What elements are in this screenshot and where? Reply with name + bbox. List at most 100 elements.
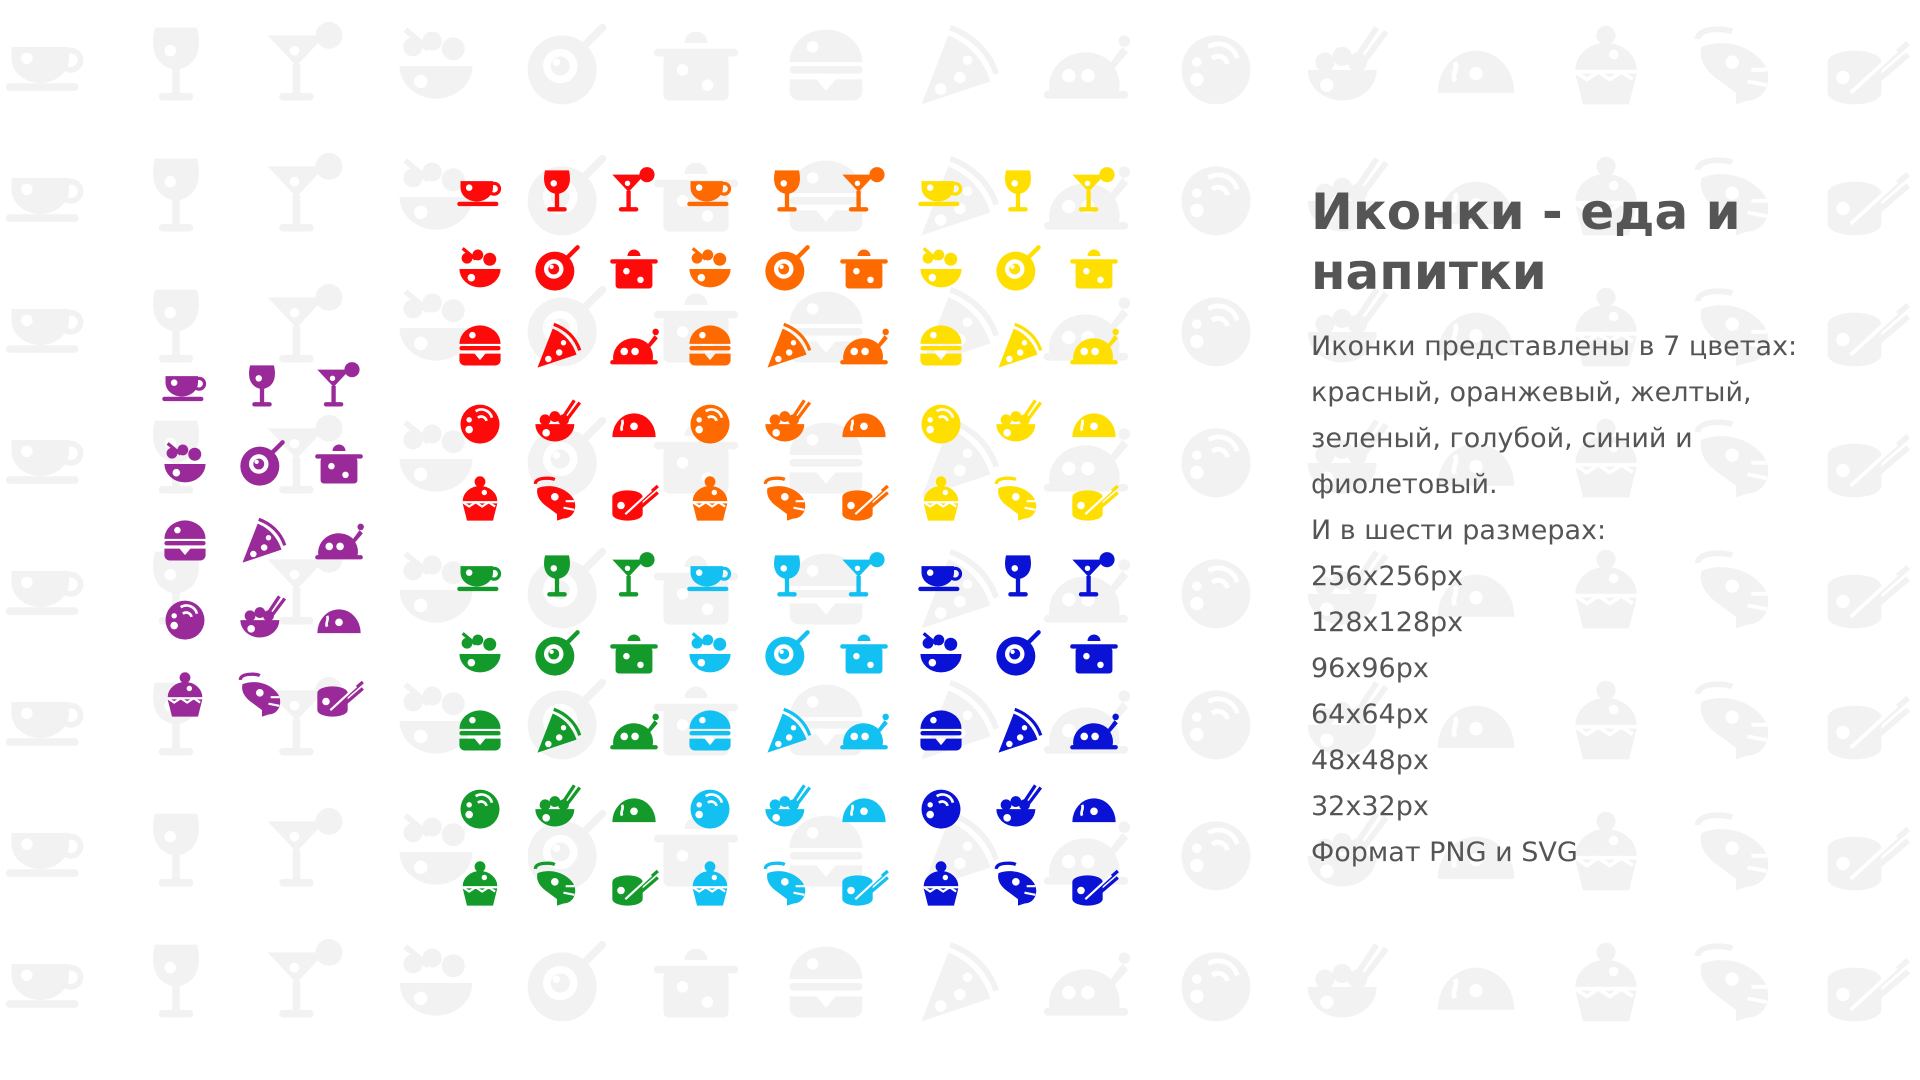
description-panel: Иконки - еда и напитки Иконки представле…	[1311, 182, 1891, 876]
cocktail-icon	[260, 806, 352, 898]
sushi-roll-icon	[838, 473, 890, 525]
coffee-cup-icon	[454, 166, 506, 218]
wine-glass-icon	[130, 806, 222, 898]
soup-bowl-icon	[1170, 806, 1262, 898]
coffee-cup-icon	[0, 675, 92, 767]
cocktail-icon	[608, 551, 660, 603]
pizza-slice-icon	[236, 515, 288, 567]
shrimp-icon	[531, 473, 583, 525]
fried-egg-pan-icon	[531, 243, 583, 295]
sushi-roll-icon	[838, 858, 890, 910]
coffee-cup-icon	[684, 551, 736, 603]
shrimp-icon	[1690, 937, 1782, 1029]
coffee-cup-icon	[0, 282, 92, 374]
cupcake-icon	[159, 669, 211, 721]
soup-bowl-icon	[915, 396, 967, 448]
soup-bowl-icon	[1170, 282, 1262, 374]
rice-bowl-chopsticks-icon	[1300, 937, 1392, 1029]
cocktail-icon	[260, 20, 352, 112]
cooking-pot-icon	[1068, 628, 1120, 680]
pizza-slice-icon	[761, 705, 813, 757]
soup-bowl-icon	[1170, 937, 1262, 1029]
cooking-pot-icon	[650, 20, 742, 112]
size-item: 64x64px	[1311, 699, 1429, 730]
sushi-roll-icon	[1068, 473, 1120, 525]
burger-icon	[915, 705, 967, 757]
burger-icon	[454, 705, 506, 757]
pizza-slice-icon	[531, 320, 583, 372]
soup-bowl-icon	[1170, 544, 1262, 636]
coffee-cup-icon	[0, 413, 92, 505]
sushi-roll-icon	[1820, 937, 1912, 1029]
size-item: 96x96px	[1311, 653, 1429, 684]
soup-bowl-icon	[684, 396, 736, 448]
cooking-pot-icon	[650, 937, 742, 1029]
fried-egg-pan-icon	[531, 628, 583, 680]
roast-chicken-icon	[838, 320, 890, 372]
size-item: 32x32px	[1311, 791, 1429, 822]
rice-bowl-chopsticks-icon	[1300, 20, 1392, 112]
rice-bowl-chopsticks-icon	[531, 781, 583, 833]
cupcake-icon	[1560, 20, 1652, 112]
salad-bowl-icon	[159, 438, 211, 490]
shrimp-icon	[1690, 20, 1782, 112]
size-item: 48x48px	[1311, 745, 1429, 776]
burger-icon	[915, 320, 967, 372]
sushi-roll-icon	[1068, 858, 1120, 910]
sushi-roll-icon	[608, 473, 660, 525]
salad-bowl-icon	[915, 243, 967, 295]
cupcake-icon	[684, 473, 736, 525]
soup-bowl-icon	[1170, 151, 1262, 243]
shrimp-icon	[236, 669, 288, 721]
wine-glass-icon	[130, 151, 222, 243]
pizza-slice-icon	[531, 705, 583, 757]
coffee-cup-icon	[0, 20, 92, 112]
pizza-slice-icon	[992, 320, 1044, 372]
cooking-pot-icon	[608, 243, 660, 295]
cooking-pot-icon	[313, 438, 365, 490]
cooking-pot-icon	[608, 628, 660, 680]
cocktail-icon	[260, 151, 352, 243]
description-line: Иконки представлены в 7 цветах:	[1311, 331, 1798, 362]
size-item: 128x128px	[1311, 607, 1464, 638]
cooking-pot-icon	[838, 628, 890, 680]
coffee-cup-icon	[0, 151, 92, 243]
wine-glass-icon	[761, 166, 813, 218]
taco-icon	[838, 781, 890, 833]
wine-glass-icon	[992, 166, 1044, 218]
page-title: Иконки - еда и напитки	[1311, 183, 1741, 301]
wine-glass-icon	[531, 166, 583, 218]
cupcake-icon	[915, 858, 967, 910]
cupcake-icon	[1560, 937, 1652, 1029]
fried-egg-pan-icon	[992, 243, 1044, 295]
soup-bowl-icon	[1170, 20, 1262, 112]
coffee-cup-icon	[0, 937, 92, 1029]
salad-bowl-icon	[390, 20, 482, 112]
pizza-slice-icon	[910, 20, 1002, 112]
shrimp-icon	[531, 858, 583, 910]
cocktail-icon	[1068, 551, 1120, 603]
roast-chicken-icon	[838, 705, 890, 757]
taco-icon	[313, 592, 365, 644]
salad-bowl-icon	[915, 628, 967, 680]
rice-bowl-chopsticks-icon	[761, 396, 813, 448]
taco-icon	[1068, 396, 1120, 448]
wine-glass-icon	[531, 551, 583, 603]
shrimp-icon	[992, 858, 1044, 910]
salad-bowl-icon	[684, 628, 736, 680]
wine-glass-icon	[236, 361, 288, 413]
pizza-slice-icon	[992, 705, 1044, 757]
taco-icon	[838, 396, 890, 448]
fried-egg-pan-icon	[520, 937, 612, 1029]
sushi-roll-icon	[313, 669, 365, 721]
roast-chicken-icon	[1068, 320, 1120, 372]
description-line: красный, оранжевый, желтый,	[1311, 377, 1752, 408]
taco-icon	[608, 781, 660, 833]
fried-egg-pan-icon	[992, 628, 1044, 680]
soup-bowl-icon	[684, 781, 736, 833]
rice-bowl-chopsticks-icon	[236, 592, 288, 644]
cocktail-icon	[1068, 166, 1120, 218]
rice-bowl-chopsticks-icon	[761, 781, 813, 833]
cocktail-icon	[260, 937, 352, 1029]
wine-glass-icon	[130, 937, 222, 1029]
